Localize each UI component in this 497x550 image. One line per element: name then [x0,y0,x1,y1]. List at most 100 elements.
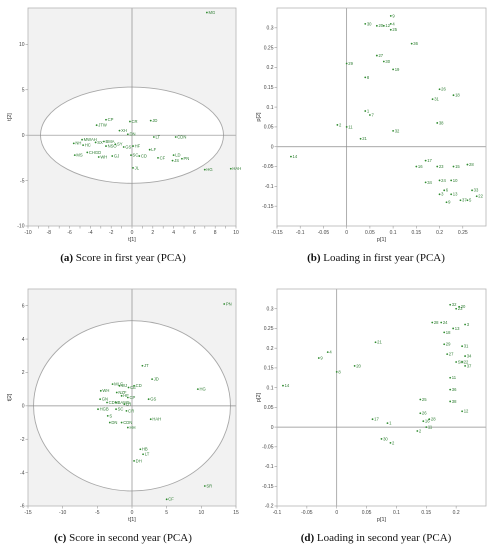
chart-b: -0.15 -0.1 -0.05 0 0.05 0.1 0.15 0.2 0.25-0.15-0… [256,7,487,243]
point-label: 16 [418,164,423,169]
data-point [389,441,392,444]
data-point [111,383,114,386]
data-point [422,420,425,423]
data-point [148,148,151,151]
data-point [111,155,114,157]
data-point [126,133,129,136]
point-label: GN [102,397,108,402]
point-label: 19 [395,67,400,72]
data-point [440,321,443,324]
point-label: 36 [413,41,418,46]
point-label: 14 [285,383,290,388]
data-point [471,189,473,192]
data-point [118,129,121,132]
point-label: S [109,413,112,418]
point-label: HAH [152,417,161,422]
y-tick-label: 0.15 [264,366,274,372]
point-label: 16 [425,419,430,424]
point-label: CR [132,119,138,124]
point-label: 31 [464,344,469,349]
y-tick-label: 0 [22,133,25,139]
point-label: CHGD [89,150,101,155]
data-point [461,345,464,348]
y-tick-label: -0.15 [262,484,274,490]
point-label: HG [199,387,205,392]
caption-d-text: Loading in second year (PCA) [316,532,452,544]
point-label: 21 [377,340,382,345]
data-point [141,364,144,367]
point-label: GS [150,397,156,402]
x-tick-label: -5 [95,510,100,516]
data-point [375,24,378,27]
x-tick-label: 0.05 [362,510,372,516]
point-label: BMA [106,139,115,144]
x-axis-title: t[1] [128,517,136,523]
x-tick-label: -0.05 [318,230,330,236]
data-point [126,396,129,399]
x-axis-title: p[1] [377,517,387,523]
chart-a: -10 -8 -6 -4 -2 0 2 4 6 8 10 -10 -5 0 5 10 t[1] t[2] MG CP C… [7,7,241,243]
data-point [449,388,452,391]
point-label: 12 [464,409,469,414]
caption-c-text: Score in second year (PCA) [69,532,192,544]
y-tick-label: 0.1 [267,105,274,111]
data-point [428,418,431,421]
data-point [138,155,141,157]
point-label: 34 [467,353,472,358]
x-tick-label: -8 [47,230,52,236]
data-point [382,24,385,27]
data-point [81,138,83,141]
data-point [438,179,441,182]
point-label: 15 [455,164,460,169]
point-label: HF [135,143,141,148]
point-label: 28 [469,162,474,167]
data-point [132,145,134,147]
x-axis-title: t[1] [128,237,136,243]
data-point [125,409,128,412]
data-point [129,120,131,123]
x-tick-label: 8 [214,230,217,236]
data-point [452,165,455,168]
data-point [449,376,452,379]
point-label: HGB [100,407,109,412]
data-point [464,355,466,357]
y-axis-title: t[2] [7,113,13,121]
point-label: 38 [452,399,457,404]
plot-area-d [277,289,486,506]
x-tick-label: -10 [59,510,66,516]
y-axis-title: t[2] [7,393,13,401]
point-label: WH [102,388,109,393]
data-point [424,159,427,162]
caption-c-letter: (c) [54,532,67,544]
caption-c: (c) Score in second year (PCA) [18,532,228,544]
data-point [431,321,434,324]
point-label: CD [141,153,147,158]
data-point [392,129,395,132]
data-point [424,181,427,184]
data-point [449,303,452,306]
point-label: SY [117,142,123,147]
data-point [415,165,418,168]
data-point [475,195,478,198]
data-point [458,305,461,308]
data-point [443,343,446,346]
data-point [392,68,395,71]
point-label: MS [76,153,82,158]
point-label: 21 [362,136,367,141]
x-tick-label: -15 [24,510,31,516]
data-point [375,54,378,57]
data-point [290,155,292,158]
data-point [94,141,97,144]
data-point [459,199,462,202]
data-point [466,199,469,202]
data-point [335,370,338,373]
point-label: LT [145,452,150,457]
data-point [147,398,150,401]
x-tick-label: 0.05 [365,230,375,236]
point-label: CDN [109,400,118,405]
point-label: SC [118,407,124,412]
data-point [229,167,232,170]
data-point [130,154,132,157]
y-tick-label: 4 [22,337,25,343]
point-label: 17 [374,417,379,422]
